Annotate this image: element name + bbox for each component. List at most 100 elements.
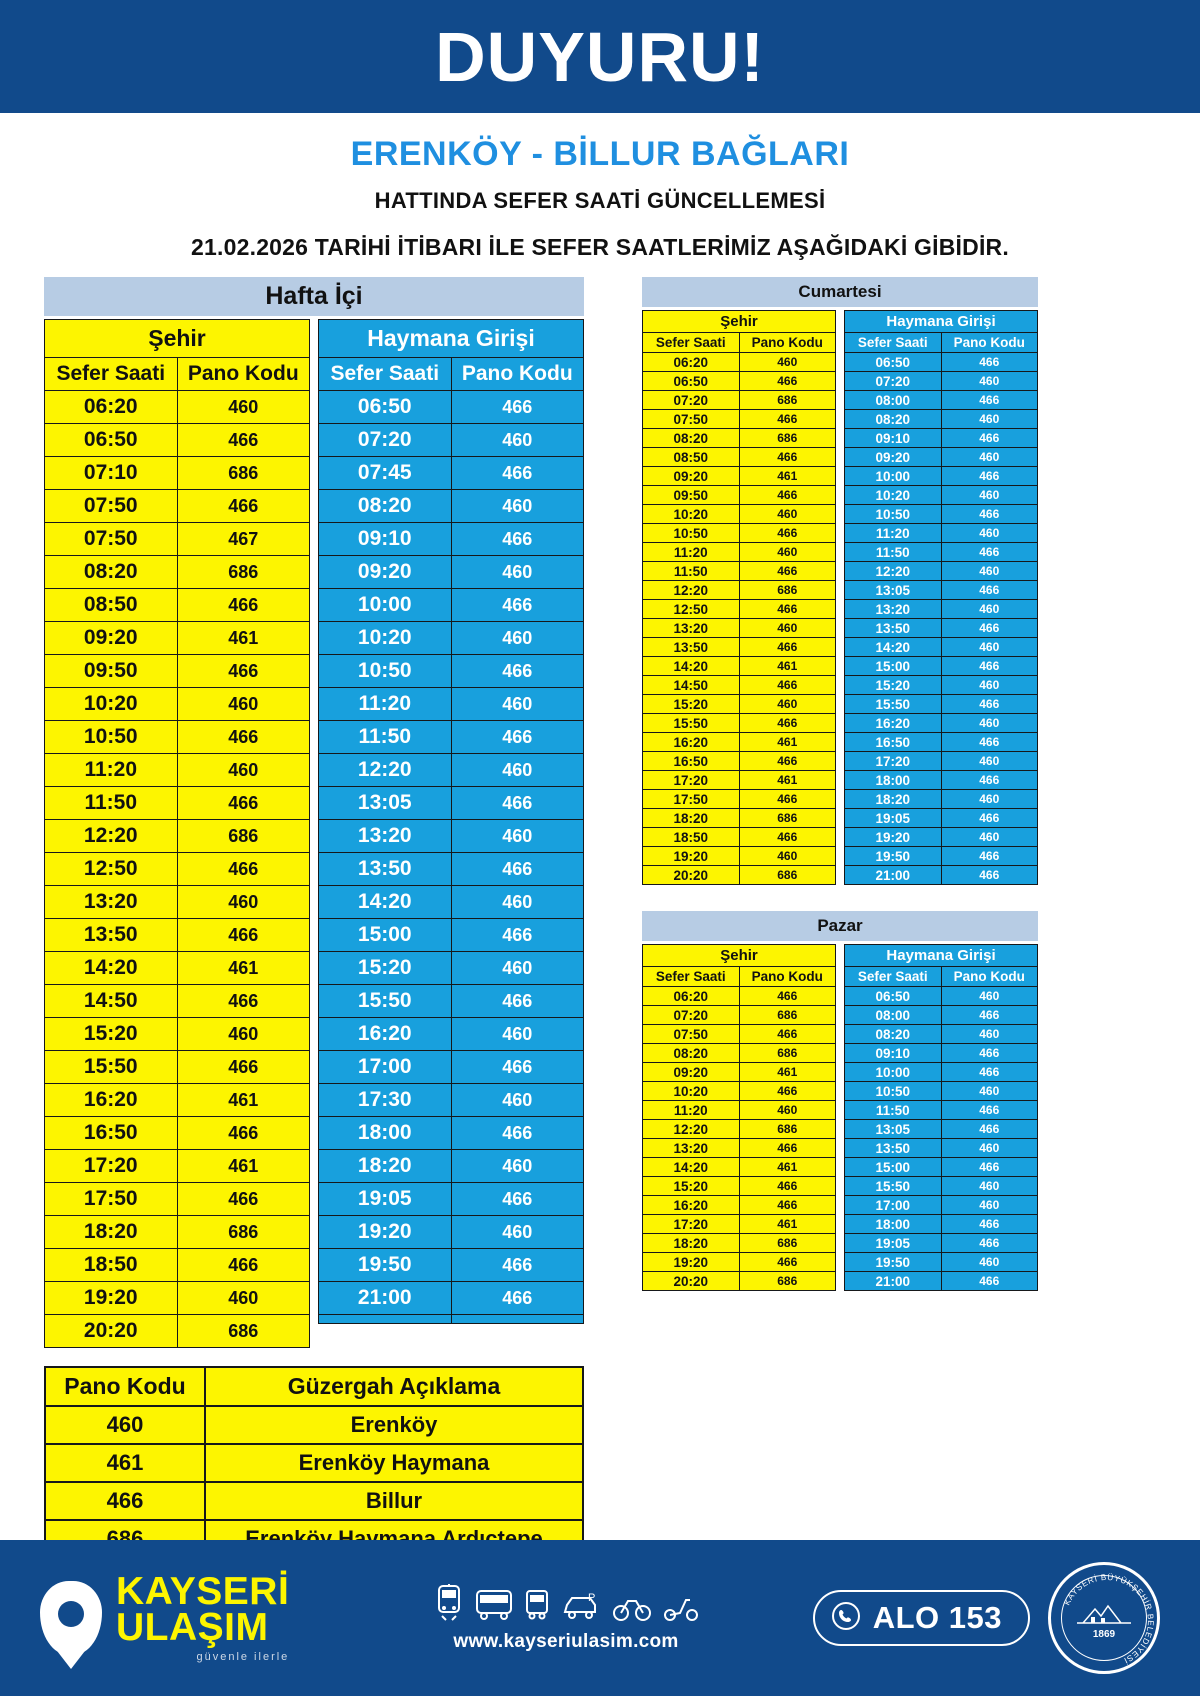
- cell-time: 19:20: [844, 827, 942, 847]
- table-row: 461 Erenköy Haymana: [44, 1443, 584, 1483]
- cell-code: 461: [738, 1214, 836, 1234]
- cell-code: 466: [940, 1271, 1038, 1291]
- cell-code: 460: [450, 1215, 584, 1249]
- legend-rows: 460 Erenköy 461 Erenköy Haymana 466 Billur 686…: [44, 1405, 584, 1559]
- cell-time: 16:20: [642, 1195, 740, 1215]
- alo-hotline[interactable]: ALO 153: [812, 1590, 1030, 1646]
- saturday-sehir-rows: 06:20 460 06:50 466 07:20 686 07:50 466 08:20 686…: [642, 352, 836, 885]
- cell-time: 461: [44, 1443, 206, 1483]
- table-row: 17:00 466: [318, 1050, 584, 1084]
- table-row: 06:50 466: [844, 352, 1038, 372]
- table-row: 10:50 466: [44, 720, 310, 754]
- cell-code: 460: [450, 687, 584, 721]
- cell-time: 15:50: [844, 1176, 942, 1196]
- weekday-column: Hafta İçi Şehir Sefer Saati Pano Kodu 06…: [44, 277, 584, 1559]
- cell-time: 10:50: [844, 504, 942, 524]
- cell-code: 460: [940, 1081, 1038, 1101]
- cell-time: 06:50: [318, 390, 452, 424]
- cell-time: 12:50: [642, 599, 740, 619]
- table-row: 18:00 466: [844, 770, 1038, 790]
- cell-code: 466: [738, 523, 836, 543]
- table-row: 16:50 466: [642, 751, 836, 771]
- saturday-sehir-time-header: Sefer Saati: [642, 332, 740, 353]
- cell-time: 18:20: [642, 808, 740, 828]
- table-row: 14:50 466: [642, 675, 836, 695]
- weekday-haymana-rows: 06:50 466 07:20 460 07:45 466 08:20 460 09:10 466…: [318, 390, 584, 1324]
- cell-time: 14:50: [44, 984, 178, 1018]
- cell-time: 15:20: [44, 1017, 178, 1051]
- saturday-sehir-group-header: Şehir: [642, 310, 836, 333]
- cell-time: 06:50: [642, 371, 740, 391]
- table-row: 16:20 461: [44, 1083, 310, 1117]
- cell-time: 09:10: [318, 522, 452, 556]
- cell-code: 466: [738, 1081, 836, 1101]
- cell-time: 06:20: [642, 352, 740, 372]
- cell-time: 18:20: [844, 789, 942, 809]
- seal-ring-text: KAYSERİ BÜYÜKŞEHİR BELEDİYESİ: [1057, 1571, 1154, 1666]
- saturday-sehir-half: Şehir Sefer Saati Pano Kodu 06:20 460 06:5…: [642, 310, 836, 885]
- table-row: 08:20 686: [642, 428, 836, 448]
- table-row: 10:20 460: [844, 485, 1038, 505]
- cell-code: 466: [450, 456, 584, 490]
- table-row: 08:20 686: [44, 555, 310, 589]
- table-row: 13:50 460: [844, 1138, 1038, 1158]
- cell-time: 07:20: [642, 390, 740, 410]
- table-row: 21:00 466: [318, 1281, 584, 1315]
- cell-time: 09:50: [642, 485, 740, 505]
- sunday-haymana-table: Haymana Girişi Sefer Saati Pano Kodu 06:…: [844, 944, 1038, 1291]
- table-row: 20:20 686: [642, 865, 836, 885]
- cell-code: 466: [450, 1116, 584, 1150]
- table-row: 17:00 460: [844, 1195, 1038, 1215]
- cell-code: 460: [940, 561, 1038, 581]
- sunday-haymana-half: Haymana Girişi Sefer Saati Pano Kodu 06:…: [844, 944, 1038, 1291]
- cell-code: 467: [176, 522, 310, 556]
- cell-time: 16:50: [642, 751, 740, 771]
- cell-time: 18:50: [44, 1248, 178, 1282]
- cell-code: 466: [738, 1252, 836, 1272]
- cell-code: 460: [940, 1176, 1038, 1196]
- cell-code: 686: [738, 580, 836, 600]
- svg-text:P: P: [588, 1592, 595, 1604]
- table-row: 18:20 686: [44, 1215, 310, 1249]
- table-row: 10:00 466: [844, 1062, 1038, 1082]
- table-row: 19:20 460: [844, 827, 1038, 847]
- cell-time: 15:50: [642, 713, 740, 733]
- cell-code: 460: [738, 504, 836, 524]
- table-row: 13:50 466: [318, 852, 584, 886]
- table-row: 09:20 460: [844, 447, 1038, 467]
- table-row: 10:20 460: [642, 504, 836, 524]
- cell-time: 13:20: [844, 599, 942, 619]
- weekday-sehir-code-header: Pano Kodu: [176, 357, 310, 391]
- sunday-title: Pazar: [642, 911, 1038, 941]
- table-row: 09:20 461: [642, 1062, 836, 1082]
- table-row: 11:50 466: [44, 786, 310, 820]
- cell-code: 466: [738, 371, 836, 391]
- cell-code: 466: [176, 654, 310, 688]
- cell-time: 10:20: [642, 504, 740, 524]
- cell-code: 460: [940, 1195, 1038, 1215]
- cell-time: 06:20: [44, 390, 178, 424]
- table-row: 08:00 466: [844, 390, 1038, 410]
- weekday-haymana-time-header: Sefer Saati: [318, 357, 452, 391]
- cell-time: 21:00: [844, 865, 942, 885]
- cell-time: 20:20: [44, 1314, 178, 1348]
- footer-center: P www.kayseriulasim.com: [307, 1583, 794, 1653]
- cell-time: 460: [44, 1405, 206, 1445]
- cell-time: 09:20: [642, 466, 740, 486]
- table-row: 15:00 466: [844, 1157, 1038, 1177]
- bicycle-icon: [612, 1594, 652, 1622]
- weekday-sehir-half: Şehir Sefer Saati Pano Kodu 06:20 460 06:5…: [44, 319, 310, 1348]
- table-row: 09:50 466: [642, 485, 836, 505]
- cell-time: 17:30: [318, 1083, 452, 1117]
- cell-code: 461: [176, 621, 310, 655]
- cell-time: 11:20: [642, 1100, 740, 1120]
- table-row: 18:00 466: [844, 1214, 1038, 1234]
- table-row: 11:20 460: [318, 687, 584, 721]
- cell-time: 11:50: [844, 542, 942, 562]
- cell-code: 460: [940, 675, 1038, 695]
- website-url[interactable]: www.kayseriulasim.com: [453, 1630, 679, 1652]
- table-row: 18:50 466: [642, 827, 836, 847]
- table-row: 18:50 466: [44, 1248, 310, 1282]
- cell-code: 466: [738, 1024, 836, 1044]
- table-row: 17:20 460: [844, 751, 1038, 771]
